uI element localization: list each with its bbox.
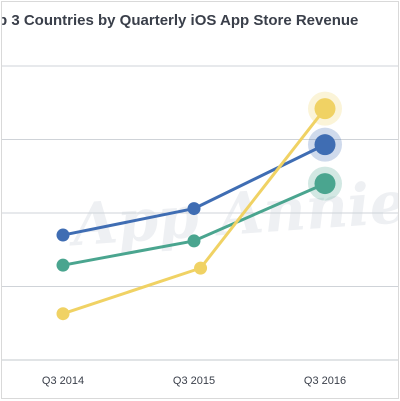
data-point: [56, 228, 70, 242]
watermark: App Annie: [65, 168, 399, 260]
chart-title: p 3 Countries by Quarterly iOS App Store…: [1, 12, 359, 29]
series-2: [56, 166, 342, 272]
series-3: [56, 91, 342, 321]
data-point: [194, 261, 208, 275]
data-point: [314, 173, 336, 195]
data-point: [56, 258, 70, 272]
x-tick-label: Q3 2016: [304, 375, 346, 387]
x-tick-label: Q3 2014: [42, 375, 84, 387]
series-1: [56, 127, 342, 242]
series-layer: [56, 91, 342, 321]
data-point: [314, 134, 336, 156]
data-point: [187, 234, 201, 248]
data-point: [56, 307, 70, 321]
data-point: [187, 202, 201, 216]
x-axis-ticks: Q3 2014 Q3 2015 Q3 2016: [42, 375, 346, 387]
data-point: [314, 98, 336, 120]
x-tick-label: Q3 2015: [173, 375, 215, 387]
